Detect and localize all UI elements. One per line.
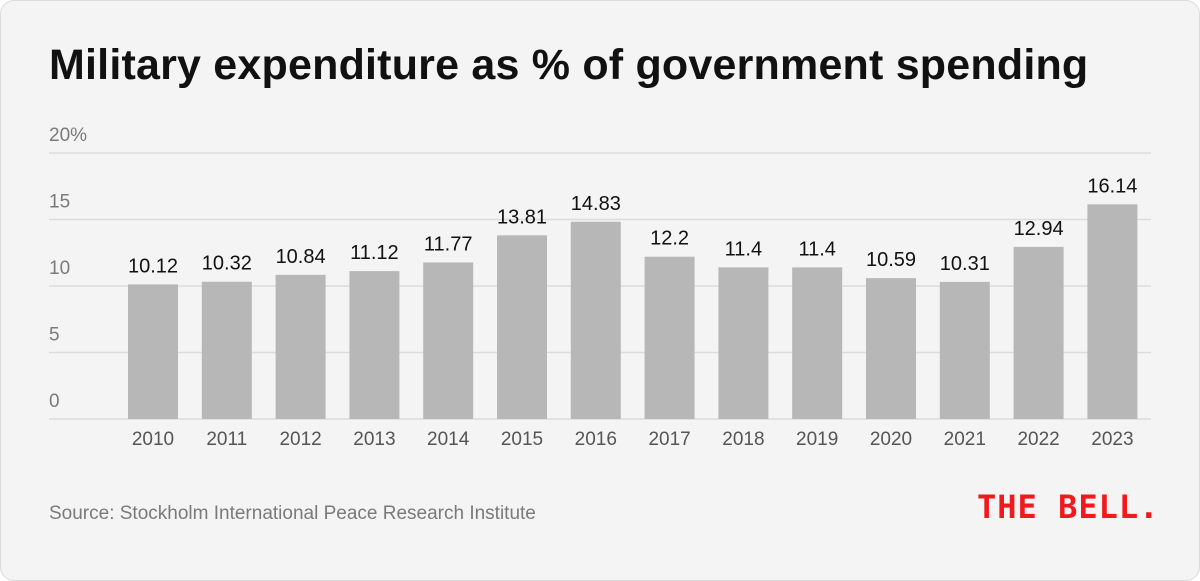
- bar: [1013, 246, 1064, 419]
- data-label: 14.83: [571, 193, 621, 215]
- x-tick-label: 2019: [796, 429, 838, 450]
- y-tick-label: 0: [49, 391, 60, 412]
- y-tick-label: 10: [49, 258, 70, 279]
- bar: [866, 278, 916, 419]
- y-tick-label: 15: [49, 192, 70, 213]
- bar: [792, 267, 843, 419]
- data-label: 10.12: [128, 255, 178, 277]
- bar: [128, 284, 178, 419]
- x-tick-label: 2013: [353, 429, 395, 450]
- x-tick-label: 2014: [427, 429, 470, 450]
- the-bell-logo: THE BELL.: [977, 488, 1160, 526]
- bar: [718, 267, 769, 419]
- x-tick-label: 2016: [575, 429, 617, 450]
- x-tick-label: 2011: [206, 429, 247, 450]
- bar: [201, 281, 252, 419]
- x-tick-label: 2010: [132, 429, 174, 450]
- x-tick-label: 2022: [1017, 429, 1059, 450]
- bar: [275, 274, 326, 419]
- data-label: 10.84: [276, 246, 326, 268]
- x-tick-label: 2020: [870, 429, 912, 450]
- x-tick-label: 2012: [279, 429, 321, 450]
- y-tick-label: 5: [49, 325, 60, 346]
- data-label: 12.2: [650, 228, 689, 250]
- data-label: 13.81: [497, 206, 547, 228]
- data-label: 11.77: [424, 233, 473, 255]
- bar: [349, 271, 400, 419]
- source-note: Source: Stockholm International Peace Re…: [49, 503, 536, 524]
- data-label: 10.31: [940, 253, 990, 275]
- x-tick-label: 2021: [944, 429, 986, 450]
- data-label: 16.14: [1087, 175, 1137, 197]
- bar: [570, 221, 621, 419]
- bar-chart: 0 5 10 15 20% 10.12 2010 10.32 2011 10.84 2012 11.1…: [49, 125, 1151, 450]
- data-label: 11.4: [725, 238, 762, 260]
- bar: [1087, 204, 1138, 419]
- x-tick-label: 2017: [648, 429, 690, 450]
- data-label: 11.4: [798, 238, 835, 260]
- x-tick-label: 2023: [1091, 429, 1133, 450]
- bar: [644, 256, 695, 419]
- bar: [939, 281, 990, 419]
- data-label: 10.59: [866, 249, 916, 271]
- chart-title: Military expenditure as % of government …: [49, 41, 1089, 89]
- x-tick-label: 2015: [501, 429, 543, 450]
- x-tick-label: 2018: [722, 429, 764, 450]
- data-label: 11.12: [350, 242, 399, 264]
- data-label: 12.94: [1014, 218, 1064, 240]
- y-tick-label: 20%: [49, 125, 87, 146]
- data-label: 10.32: [202, 253, 252, 275]
- bar: [497, 235, 547, 419]
- bar: [423, 262, 474, 419]
